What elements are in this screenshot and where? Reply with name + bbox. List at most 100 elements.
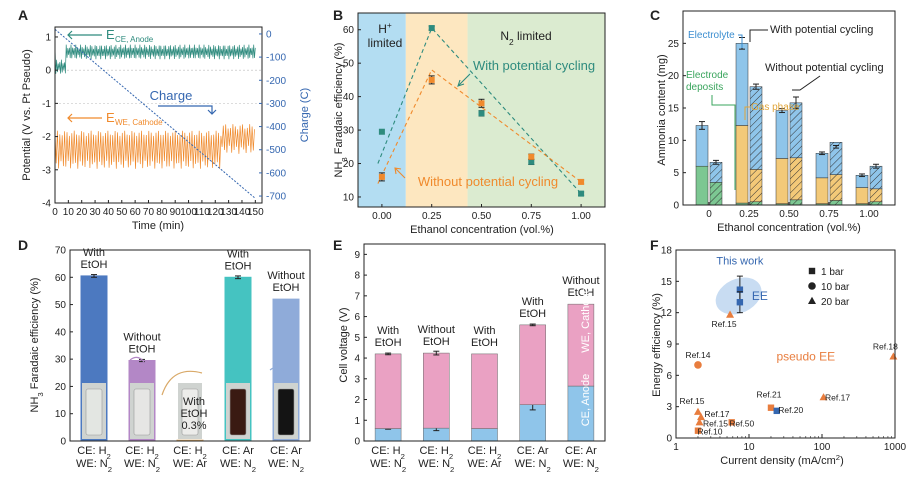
bar-with-2 bbox=[735, 43, 749, 126]
y-tick-label: 50 bbox=[55, 300, 67, 311]
category-we-main: WE: N bbox=[220, 458, 252, 470]
category-we: WE: N2 bbox=[268, 458, 304, 474]
segment-label-anode: CE, Anode bbox=[580, 374, 592, 427]
arrow-with-cycling bbox=[749, 29, 768, 42]
y2-tick-label: -400 bbox=[266, 122, 286, 133]
legend-label: 20 bar bbox=[821, 297, 850, 308]
category-we: WE: N2 bbox=[418, 458, 454, 474]
data-point bbox=[694, 361, 702, 369]
y-tick-label: 15 bbox=[661, 277, 673, 288]
category-ce: CE: H2 bbox=[173, 445, 207, 461]
data-point bbox=[696, 412, 705, 421]
bar-label: Without bbox=[267, 270, 304, 282]
label-charge: Charge bbox=[150, 88, 193, 103]
y-axis-label: Energy efficiency (%) bbox=[651, 293, 663, 397]
bar-label: EtOH bbox=[471, 337, 498, 349]
region-label-n2: N2 limited bbox=[500, 29, 551, 47]
point-label: Ref.10 bbox=[697, 427, 722, 437]
category-ce: CE: Ar bbox=[565, 445, 597, 457]
x-tick-label: 40 bbox=[103, 207, 115, 218]
vial-liquid bbox=[229, 388, 247, 436]
arrow-electrode-deposits bbox=[711, 95, 736, 190]
y-tick-label: 40 bbox=[55, 327, 67, 338]
bar-hatch bbox=[830, 174, 842, 201]
y2-tick-label: 0 bbox=[266, 29, 272, 40]
panel-label-d: D bbox=[18, 237, 28, 253]
bar-label: Without bbox=[123, 332, 160, 344]
plot-frame bbox=[54, 26, 263, 204]
x-tick-label: 0.75 bbox=[522, 211, 542, 222]
connector bbox=[129, 356, 145, 363]
x-tick-label: 120 bbox=[207, 207, 224, 218]
y-tick-label: 1 bbox=[45, 32, 51, 43]
point-label: Ref.15 bbox=[712, 319, 737, 329]
region-label-h-limited: limited bbox=[368, 36, 403, 50]
x-tick-label: 70 bbox=[143, 207, 155, 218]
bar-label: With bbox=[83, 247, 105, 259]
y-tick-label: 3 bbox=[354, 374, 360, 385]
data-point bbox=[428, 25, 435, 32]
vial-liquid bbox=[181, 388, 199, 436]
y-axis-label: NH3 Faradaic efficiency (%) bbox=[333, 43, 349, 178]
x-tick-label: 1.00 bbox=[571, 211, 591, 222]
bar-segment-0 bbox=[567, 385, 595, 442]
bar-with-1 bbox=[775, 158, 789, 204]
y-axis-label-rest: Faradaic efficiency (%) bbox=[333, 43, 345, 158]
bar-with-2 bbox=[855, 175, 869, 188]
category-we-script: 2 bbox=[402, 465, 406, 474]
x-tick-label: 1.00 bbox=[859, 209, 879, 220]
bar-label: EtOH bbox=[519, 308, 546, 320]
y-tick-label: 9 bbox=[354, 250, 360, 261]
x-tick-label: 20 bbox=[76, 207, 88, 218]
data-point bbox=[528, 153, 535, 160]
region-label-h: H+ bbox=[378, 20, 392, 36]
series-cathode bbox=[54, 124, 255, 169]
category-we-main: WE: N bbox=[370, 458, 402, 470]
category-we-script: 2 bbox=[450, 465, 454, 474]
x-tick-label: 100 bbox=[814, 442, 831, 453]
category-ce: CE: H2 bbox=[77, 445, 111, 461]
category-we-main: WE: N bbox=[76, 458, 108, 470]
y-tick-label: -4 bbox=[42, 199, 51, 210]
category-ce: CE: H2 bbox=[125, 445, 159, 461]
y2-tick-label: -700 bbox=[266, 192, 286, 203]
bar-with-2 bbox=[775, 110, 789, 159]
bar-label: EtOH bbox=[375, 337, 402, 349]
x-tick-label: 0.50 bbox=[472, 211, 492, 222]
point-label: Ref.18 bbox=[873, 342, 898, 352]
y-tick-label: 20 bbox=[55, 382, 67, 393]
data-point bbox=[773, 407, 780, 415]
data-point bbox=[889, 352, 898, 360]
label-cathode: E bbox=[106, 110, 115, 125]
category-ce-script: 2 bbox=[449, 452, 453, 461]
data-point bbox=[819, 393, 828, 401]
bar-label: EtOH bbox=[129, 344, 156, 356]
bar-segment-0 bbox=[374, 428, 402, 442]
y-tick-label: 25 bbox=[668, 39, 680, 50]
chart-f: EE This work pseudo EE Ref.15 Ref.14 Ref.18 Re… bbox=[651, 246, 907, 468]
bar-hatch bbox=[750, 86, 762, 170]
region-label-h-main: H bbox=[378, 22, 387, 36]
y-axis-label-script: 3 bbox=[36, 392, 45, 396]
bar-label: EtOH bbox=[81, 259, 108, 271]
y2-tick-label: -600 bbox=[266, 168, 286, 179]
x-tick-label: 140 bbox=[234, 207, 251, 218]
category-ce-main: CE: Ar bbox=[270, 445, 302, 457]
category-we-script: 2 bbox=[595, 465, 599, 474]
ee-region bbox=[715, 277, 762, 315]
category-ce: CE: Ar bbox=[270, 445, 302, 457]
label-electrode-deposits-2: deposits bbox=[686, 82, 723, 93]
bar-hatch bbox=[870, 166, 882, 189]
data-point bbox=[428, 76, 435, 83]
bar-with-1 bbox=[815, 177, 829, 204]
x-axis-label: Ethanol concentration (vol.%) bbox=[717, 222, 861, 234]
chart-a: 0 10 20 30 40 50 60 70 80 90 100110120130140150-4-… bbox=[21, 26, 311, 232]
x-axis-label: Ethanol concentration (vol.%) bbox=[410, 224, 554, 236]
y-tick-label: 18 bbox=[661, 246, 673, 257]
category-ce-main: CE: H bbox=[468, 445, 497, 457]
x-tick-label: 0.25 bbox=[739, 209, 759, 220]
bar-label: With bbox=[474, 325, 496, 337]
y-tick-label: 4 bbox=[354, 354, 360, 365]
